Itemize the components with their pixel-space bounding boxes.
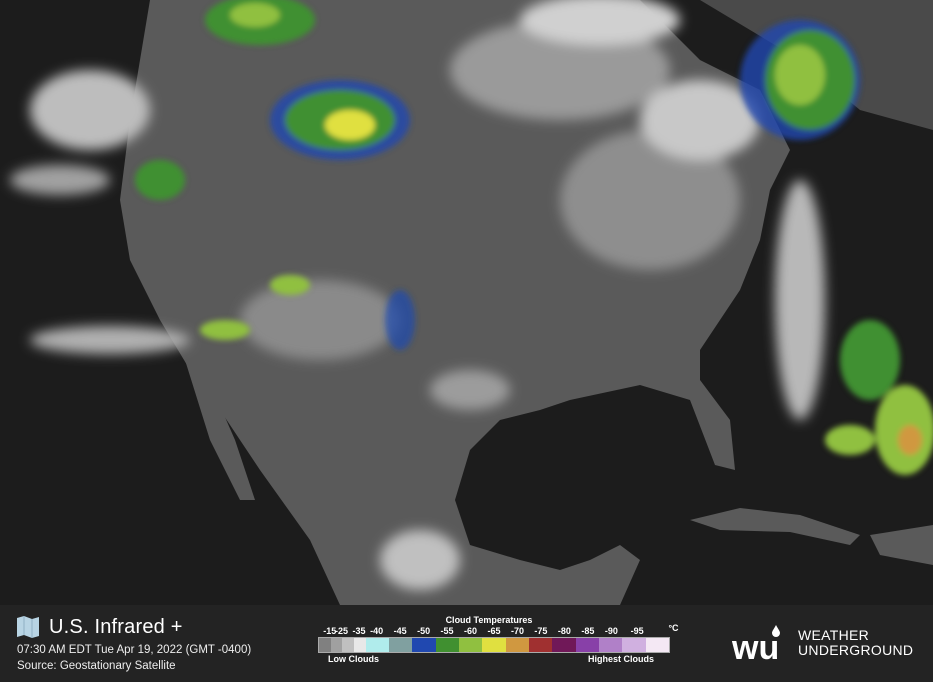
legend-swatch: [353, 638, 366, 652]
legend-swatch: [458, 638, 483, 652]
baja-peninsula: [185, 360, 255, 500]
cloud-temperature-legend: Cloud Temperatures -15 -25 -35 -40 -45 -50 -55…: [318, 615, 679, 665]
legend-swatch: [598, 638, 623, 652]
map-icon: [17, 616, 39, 638]
legend-tick: -45: [393, 626, 407, 636]
legend-swatch: [342, 638, 354, 652]
legend-swatch: [552, 638, 576, 652]
satellite-map[interactable]: [0, 0, 933, 605]
legend-tick: -55: [440, 626, 454, 636]
brand-line2: UNDERGROUND: [798, 642, 914, 658]
legend-swatch: [435, 638, 459, 652]
data-source: Source: Geostationary Satellite: [17, 660, 176, 672]
legend-swatch: [622, 638, 646, 652]
legend-swatch: [505, 638, 529, 652]
highest-clouds-label: Highest Clouds: [587, 654, 654, 664]
legend-tick: -85: [581, 626, 595, 636]
legend-swatch: [645, 638, 669, 652]
legend-tick: -90: [604, 626, 618, 636]
hispaniola: [870, 525, 933, 565]
legend-tick: -15: [323, 626, 337, 636]
legend-ticks: -15 -25 -35 -40 -45 -50 -55 -60 -65 -70 -75 -80 -85-…: [318, 623, 678, 637]
legend-swatch: [412, 638, 436, 652]
legend-tick: -80: [557, 626, 571, 636]
legend-swatch: [319, 638, 331, 652]
legend-unit: °C: [668, 623, 679, 633]
legend-title: Cloud Temperatures: [445, 615, 533, 625]
legend-tick: -35: [352, 626, 366, 636]
cloud-layer: [10, 0, 825, 590]
legend-tick: -50: [417, 626, 431, 636]
map-title: U.S. Infrared +: [49, 615, 183, 638]
legend-tick: -95: [630, 626, 644, 636]
brand-line1: WEATHER: [798, 627, 870, 643]
weather-underground-logo[interactable]: wu WEATHER UNDERGROUND: [732, 623, 913, 663]
timestamp: 07:30 AM EDT Tue Apr 19, 2022 (GMT -0400…: [17, 644, 252, 656]
legend-swatch: [482, 638, 506, 652]
legend-tick: -65: [487, 626, 501, 636]
legend-tick: -70: [510, 626, 524, 636]
legend-tick: -75: [534, 626, 548, 636]
legend-swatch: [575, 638, 599, 652]
cold-cloud-tops: [135, 0, 933, 475]
legend-tick: -25: [334, 626, 348, 636]
low-clouds-label: Low Clouds: [328, 654, 379, 664]
legend-tick: -60: [464, 626, 478, 636]
legend-color-bar: [318, 637, 670, 653]
legend-swatch: [388, 638, 413, 652]
map-info-footer: U.S. Infrared + 07:30 AM EDT Tue Apr 19,…: [0, 605, 933, 682]
legend-swatch: [365, 638, 389, 652]
legend-swatch: [330, 638, 343, 652]
wu-logo-icon: wu: [732, 625, 780, 663]
cuba: [690, 508, 860, 545]
legend-swatch: [528, 638, 553, 652]
svg-text:wu: wu: [732, 629, 779, 663]
legend-tick: -40: [370, 626, 384, 636]
